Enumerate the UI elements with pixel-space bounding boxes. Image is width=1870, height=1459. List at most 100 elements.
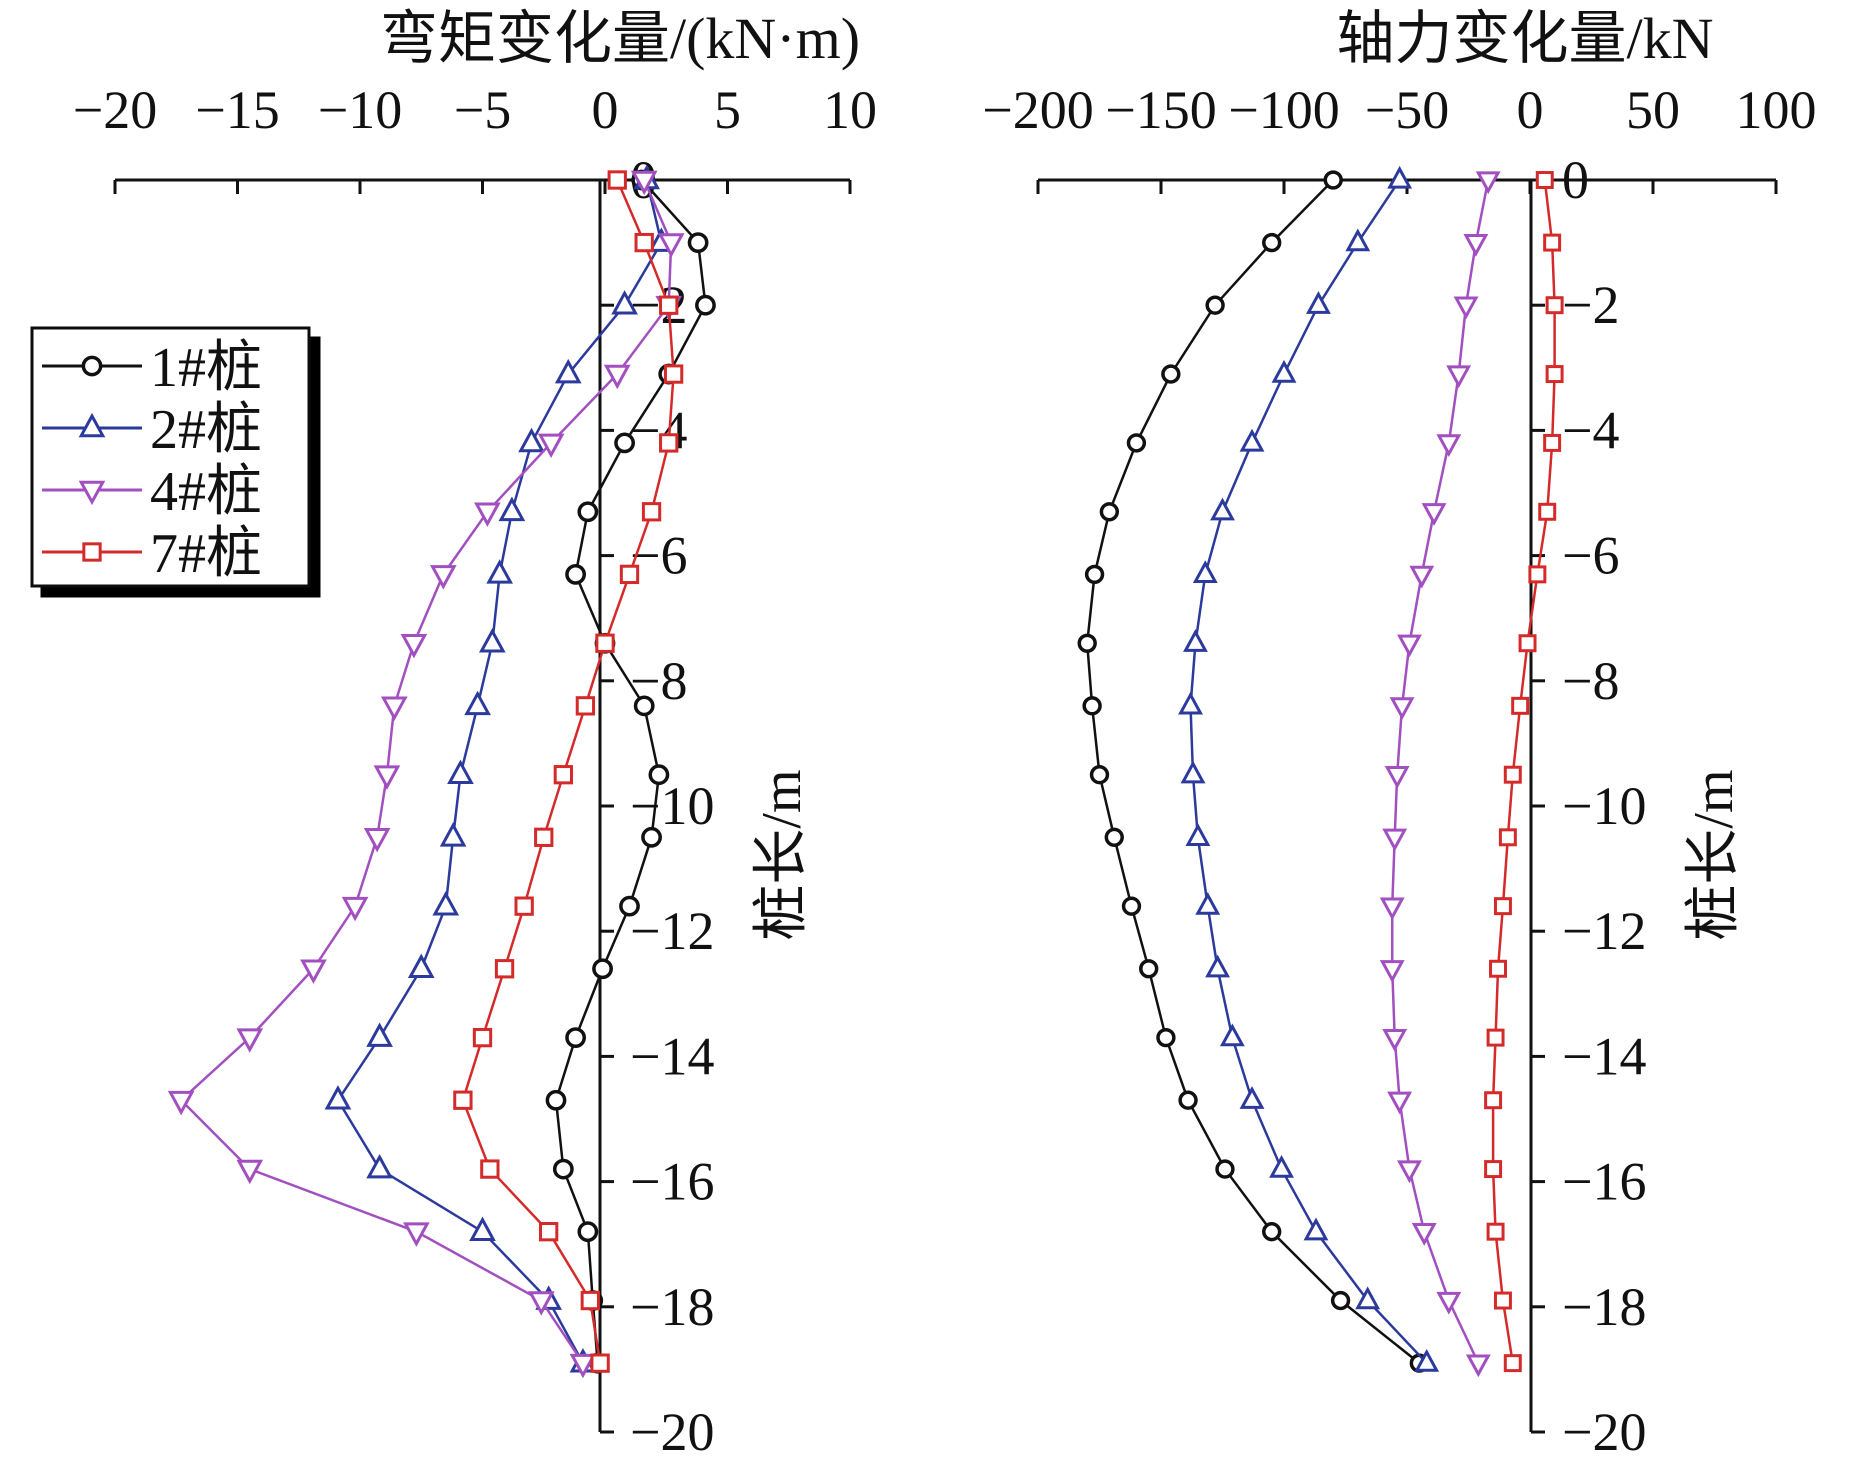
legend-label: 1#桩: [150, 337, 262, 399]
data-point: [1543, 433, 1562, 452]
y-tick-label: −14: [630, 1026, 714, 1086]
data-point: [1397, 1160, 1422, 1184]
data-point: [366, 1022, 393, 1047]
y-tick-label: −12: [1562, 901, 1646, 961]
data-point: [695, 294, 716, 316]
data-point: [1409, 565, 1435, 589]
chart-1: 弯矩变化量/(kN·m)−20−15−10−505100−2−4−6−8−10−…: [30, 6, 877, 1459]
legend-marker: [81, 355, 103, 377]
data-point: [429, 565, 457, 590]
data-point: [1269, 1154, 1294, 1178]
data-point: [1484, 1160, 1503, 1179]
data-point: [1489, 959, 1508, 978]
y-tick-label: −16: [630, 1152, 714, 1212]
data-point: [1389, 697, 1415, 720]
data-point: [1215, 1159, 1235, 1179]
y-tick-label: −16: [1562, 1152, 1646, 1212]
data-point: [603, 364, 631, 390]
data-point: [486, 559, 513, 584]
data-point: [1379, 897, 1405, 921]
data-point: [1493, 1291, 1512, 1310]
y-axis-label: 桩长/m: [751, 769, 813, 940]
data-point: [1323, 170, 1343, 190]
data-point: [403, 1222, 430, 1247]
data-point: [1219, 1023, 1245, 1047]
y-tick-label: −2: [1562, 275, 1619, 335]
y-tick-label: −20: [1562, 1402, 1646, 1459]
data-point: [1210, 497, 1235, 521]
y-tick-label: −12: [630, 901, 714, 961]
data-point: [1387, 1091, 1413, 1115]
data-point: [687, 232, 709, 253]
data-point: [1121, 896, 1142, 916]
data-point: [630, 170, 658, 196]
data-point: [1195, 892, 1221, 915]
data-point: [1185, 823, 1211, 846]
data-point: [447, 759, 474, 784]
data-point: [1205, 954, 1231, 978]
data-point: [1436, 1291, 1462, 1315]
data-point: [1543, 233, 1562, 252]
data-point: [366, 1153, 393, 1179]
y-tick-label: −14: [1562, 1026, 1646, 1086]
data-point: [1518, 634, 1537, 653]
data-point: [407, 953, 435, 979]
data-point: [1387, 165, 1413, 189]
data-point: [534, 827, 554, 847]
series-3: [1379, 171, 1501, 1378]
data-point: [373, 765, 401, 790]
data-point: [619, 564, 640, 585]
series-1: [1077, 170, 1429, 1373]
data-point: [1382, 828, 1408, 852]
data-point: [1453, 296, 1479, 320]
data-point: [1156, 1027, 1176, 1048]
data-point: [1411, 1223, 1437, 1246]
y-tick-label: −8: [1562, 651, 1619, 711]
y-tick-label: −4: [630, 400, 687, 460]
data-point: [641, 502, 662, 522]
data-point: [1126, 433, 1147, 453]
data-point: [1345, 228, 1371, 252]
data-point: [469, 1216, 496, 1241]
data-point: [1104, 827, 1124, 847]
data-point: [659, 433, 679, 453]
data-point: [554, 358, 582, 384]
data-point: [498, 496, 526, 522]
data-point: [553, 765, 574, 785]
data-point: [1503, 765, 1522, 784]
data-point: [474, 502, 501, 527]
data-point: [1271, 359, 1297, 383]
data-point: [1099, 502, 1120, 522]
data-point: [1303, 1217, 1329, 1241]
data-point: [1463, 233, 1489, 257]
data-point: [1239, 1086, 1265, 1109]
x-tick-label: −50: [1365, 80, 1449, 140]
chart-2: 轴力变化量/kN −200 −150 −100 −50 0 50 100 0 −2 −4 −6 −8 −1…: [982, 6, 1816, 1459]
data-point: [1484, 1091, 1503, 1110]
y-tick-label: −18: [630, 1277, 714, 1337]
data-point: [300, 959, 327, 984]
y-tick-label: −20: [630, 1402, 714, 1459]
x-tick-label: 50: [1626, 80, 1680, 140]
x-tick-label: 10: [823, 80, 877, 140]
data-point: [1397, 634, 1422, 658]
legend-label: 7#桩: [150, 523, 262, 585]
data-point: [565, 563, 586, 585]
data-point: [538, 1222, 559, 1242]
data-point: [580, 1290, 600, 1311]
data-point: [1205, 295, 1225, 315]
data-point: [1545, 365, 1564, 384]
series-line: [1085, 179, 1421, 1365]
data-point: [595, 633, 615, 653]
x-tick-label: −20: [73, 80, 157, 140]
data-point: [590, 1353, 610, 1373]
data-point: [1511, 696, 1530, 715]
series-2: [1178, 165, 1440, 1372]
data-point: [1421, 503, 1447, 526]
data-point: [1330, 1290, 1351, 1311]
legend-marker: [78, 412, 106, 438]
data-point: [1382, 1028, 1408, 1052]
data-point: [1306, 291, 1331, 314]
chart-title: 轴力变化量/kN: [1336, 6, 1713, 71]
